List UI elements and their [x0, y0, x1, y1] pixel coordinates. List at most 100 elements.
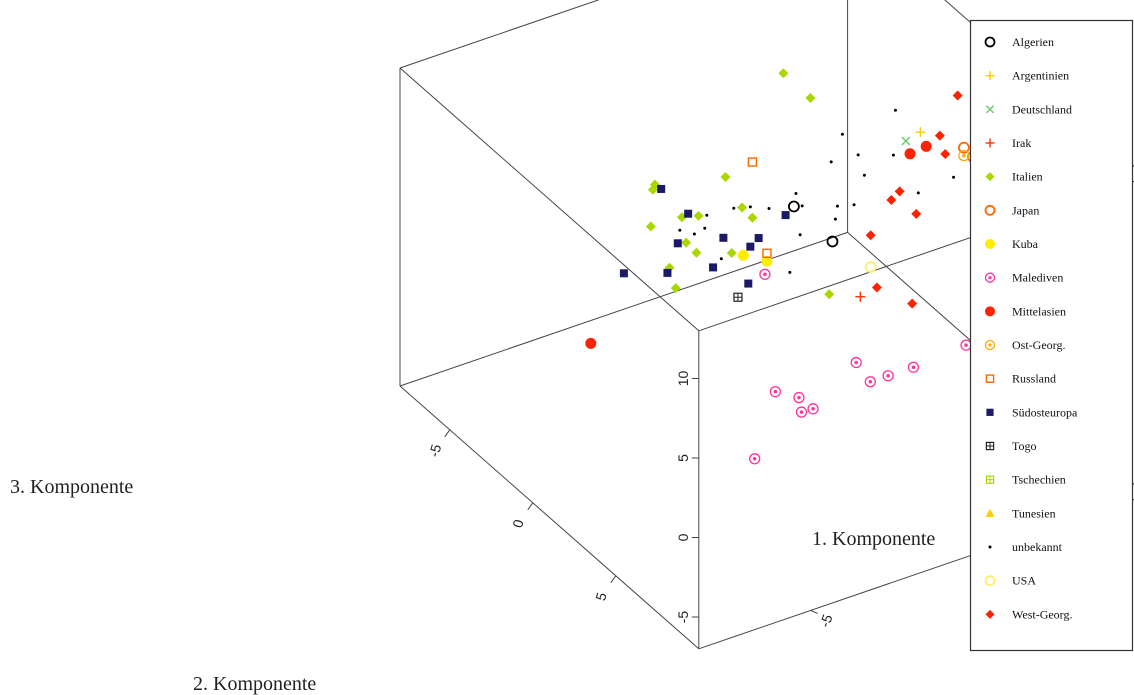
data-point — [800, 204, 804, 208]
data-point — [719, 233, 728, 242]
data-point — [907, 298, 918, 309]
z-tick-label: 10 — [675, 371, 691, 387]
data-point — [794, 191, 798, 195]
data-point — [747, 157, 758, 167]
legend-marker — [984, 36, 996, 48]
data-point — [732, 206, 736, 210]
data-point — [754, 234, 763, 243]
legend-marker — [985, 374, 995, 383]
data-point — [619, 269, 628, 278]
x-tick-mark — [810, 609, 818, 614]
legend-label: Russland — [1012, 372, 1056, 386]
data-point — [703, 226, 707, 230]
data-point — [788, 270, 792, 274]
y-tick-label: -5 — [426, 442, 445, 458]
y-tick-label: 5 — [592, 590, 610, 602]
data-point — [749, 453, 761, 465]
legend-marker — [985, 138, 995, 148]
data-point — [805, 93, 816, 103]
data-point — [709, 263, 718, 272]
data-point — [856, 153, 860, 157]
legend-label: West-Georg. — [1012, 607, 1072, 621]
data-point — [886, 194, 897, 205]
data-point — [952, 90, 963, 101]
legend-marker — [984, 339, 996, 351]
data-point — [864, 376, 876, 388]
legend-marker — [985, 172, 995, 182]
data-point — [761, 255, 773, 267]
data-point — [769, 385, 781, 398]
legend-marker — [984, 204, 996, 216]
box-edge — [399, 231, 848, 387]
z-tick-label: 5 — [675, 454, 691, 462]
legend-box — [969, 19, 1134, 652]
data-point — [692, 232, 696, 236]
data-points — [585, 68, 1053, 465]
data-point — [882, 370, 894, 382]
data-point — [891, 153, 895, 157]
legend-label: Kuba — [1012, 237, 1039, 251]
data-point — [781, 211, 790, 220]
data-point — [744, 279, 753, 288]
z-tick-label: 0 — [675, 533, 691, 541]
box-edge — [399, 385, 700, 650]
data-point — [960, 339, 972, 351]
data-point — [865, 230, 876, 241]
data-point — [691, 247, 702, 258]
data-point — [798, 233, 802, 237]
data-point — [663, 268, 672, 277]
data-point — [585, 337, 597, 349]
data-point — [719, 257, 723, 261]
legend: Algerien Argentinien Deutschland Irak Italie… — [969, 19, 1134, 652]
data-point — [911, 208, 922, 219]
z-tick-label: -5 — [675, 611, 691, 624]
data-point — [681, 237, 692, 248]
data-point — [833, 217, 837, 221]
data-point — [746, 242, 755, 251]
data-point — [807, 403, 819, 415]
z-axis-title: 3. Komponente — [10, 476, 133, 498]
legend-marker — [984, 575, 996, 587]
legend-marker — [985, 105, 995, 114]
data-point — [901, 136, 911, 146]
x-axis-title: 1. Komponente — [812, 528, 935, 550]
data-point — [684, 209, 693, 218]
data-point — [737, 249, 749, 261]
data-point — [670, 283, 681, 294]
data-point — [678, 228, 682, 232]
data-point — [904, 148, 916, 160]
legend-label: Deutschland — [1012, 102, 1072, 116]
legend-label: Tunesien — [1012, 506, 1056, 520]
data-point — [737, 202, 748, 213]
legend-marker — [985, 306, 995, 317]
legend-label: USA — [1012, 574, 1036, 588]
legend-label: Italien — [1012, 170, 1043, 184]
legend-label: unbekannt — [1012, 540, 1063, 554]
legend-marker — [988, 545, 992, 549]
data-point — [824, 289, 835, 300]
box-edge — [399, 67, 700, 332]
legend-marker — [986, 408, 994, 416]
data-point — [952, 175, 956, 179]
data-point — [916, 191, 920, 195]
data-point — [934, 130, 945, 141]
y-tick-mark — [610, 575, 617, 584]
legend-label: Algerien — [1012, 35, 1054, 49]
data-point — [958, 149, 970, 162]
legend-label: Japan — [1012, 203, 1039, 217]
data-point — [726, 248, 737, 259]
data-point — [793, 391, 805, 404]
data-point — [864, 261, 877, 274]
legend-marker — [985, 71, 995, 81]
data-point — [840, 132, 844, 136]
data-point — [920, 140, 932, 152]
legend-label: Argentinien — [1012, 69, 1069, 83]
data-point — [826, 235, 839, 248]
y-tick-mark — [527, 502, 534, 511]
data-point — [747, 212, 758, 223]
data-point — [767, 206, 771, 210]
data-point — [829, 160, 833, 164]
legend-label: Ost-Georg. — [1012, 338, 1065, 352]
x-tick-label: -5 — [816, 612, 835, 629]
